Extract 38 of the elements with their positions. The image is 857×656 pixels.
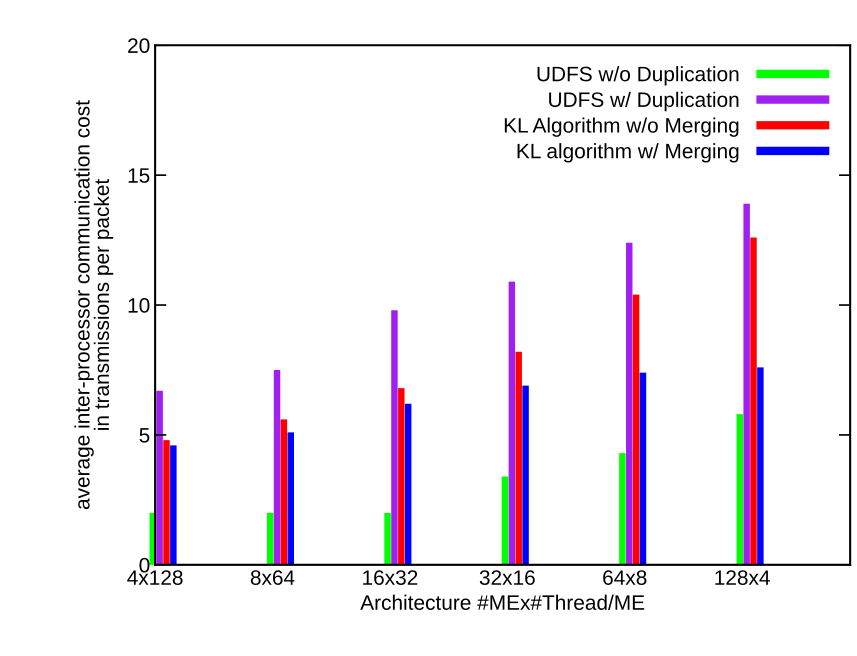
legend-label: KL Algorithm w/o Merging (504, 117, 738, 137)
bar (743, 204, 750, 565)
bar (391, 310, 398, 565)
y-tick-label: 10 (128, 298, 150, 313)
x-axis-title: Architecture #MEx#Thread/ME (360, 594, 644, 610)
y-tick-label: 20 (128, 38, 150, 54)
legend-label: UDFS w/o Duplication (538, 66, 738, 86)
bar (626, 242, 632, 565)
y-tick-label: 15 (128, 168, 150, 183)
x-tick-label: 128x4 (715, 570, 770, 585)
x-tick-label: 16x32 (363, 570, 418, 585)
bar (632, 294, 640, 565)
bar (522, 386, 529, 565)
y-tick-label: 5 (140, 428, 150, 443)
bar (274, 370, 280, 565)
bar (757, 367, 764, 565)
bar (288, 432, 294, 565)
bar (508, 282, 516, 565)
bar (619, 453, 626, 565)
bar (384, 512, 391, 565)
y-axis-title: average inter-processor communication cost in transmissions per packet (74, 100, 114, 510)
bar (640, 372, 646, 565)
bar (398, 388, 405, 565)
bar (163, 440, 170, 565)
x-tick-label: 8x64 (250, 570, 294, 585)
x-tick-label: 64x8 (603, 570, 646, 585)
legend-label: KL algorithm w/ Merging (518, 143, 738, 163)
bar (156, 390, 163, 565)
bar (750, 238, 757, 565)
bar (404, 404, 412, 565)
x-tick-label: 32x16 (480, 570, 535, 585)
bar (170, 445, 177, 565)
bar (266, 512, 274, 565)
bar (502, 476, 508, 565)
legend-label: UDFS w/ Duplication (549, 92, 738, 112)
bar (515, 352, 522, 565)
bar (736, 414, 744, 565)
bar (280, 419, 288, 565)
